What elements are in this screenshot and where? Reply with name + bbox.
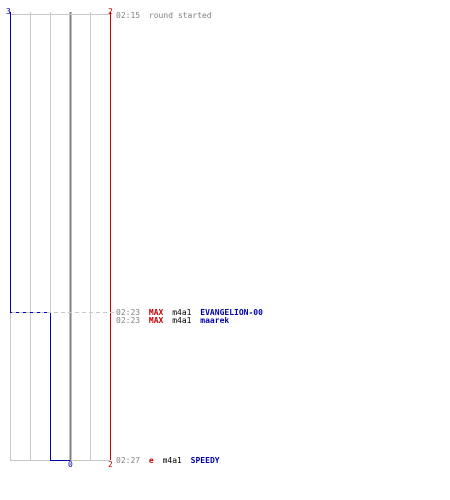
score-top-right: 2 <box>108 7 113 16</box>
event-log: 02:15 round started 02:23 MAX m4a1 EVANG… <box>116 11 263 465</box>
score-top-left: 3 <box>6 7 11 16</box>
score-bottom-center: 0 <box>68 460 73 469</box>
event-row: 02:27 e m4a1 SPEEDY <box>116 456 220 465</box>
event-row: 02:23 MAX m4a1 maarek <box>116 316 229 325</box>
event-victim: EVANGELION-00 <box>200 308 263 317</box>
event-weapon: m4a1 <box>172 316 191 325</box>
event-row: 02:23 MAX m4a1 EVANGELION-00 <box>116 308 263 317</box>
event-weapon: m4a1 <box>163 456 182 465</box>
event-time: 02:23 <box>116 308 140 317</box>
event-killer: e <box>149 456 154 465</box>
event-time: 02:23 <box>116 316 140 325</box>
event-time: 02:27 <box>116 456 140 465</box>
event-killer: MAX <box>149 308 164 317</box>
event-row: 02:15 round started <box>116 11 212 20</box>
event-victim: SPEEDY <box>191 456 220 465</box>
event-message: round started <box>149 11 212 20</box>
blue-team-line <box>10 12 71 461</box>
event-victim: maarek <box>200 316 229 325</box>
event-time: 02:15 <box>116 11 140 20</box>
event-killer: MAX <box>149 316 164 325</box>
event-weapon: m4a1 <box>172 308 191 317</box>
grid <box>10 12 110 461</box>
score-bottom-right: 2 <box>108 460 113 469</box>
